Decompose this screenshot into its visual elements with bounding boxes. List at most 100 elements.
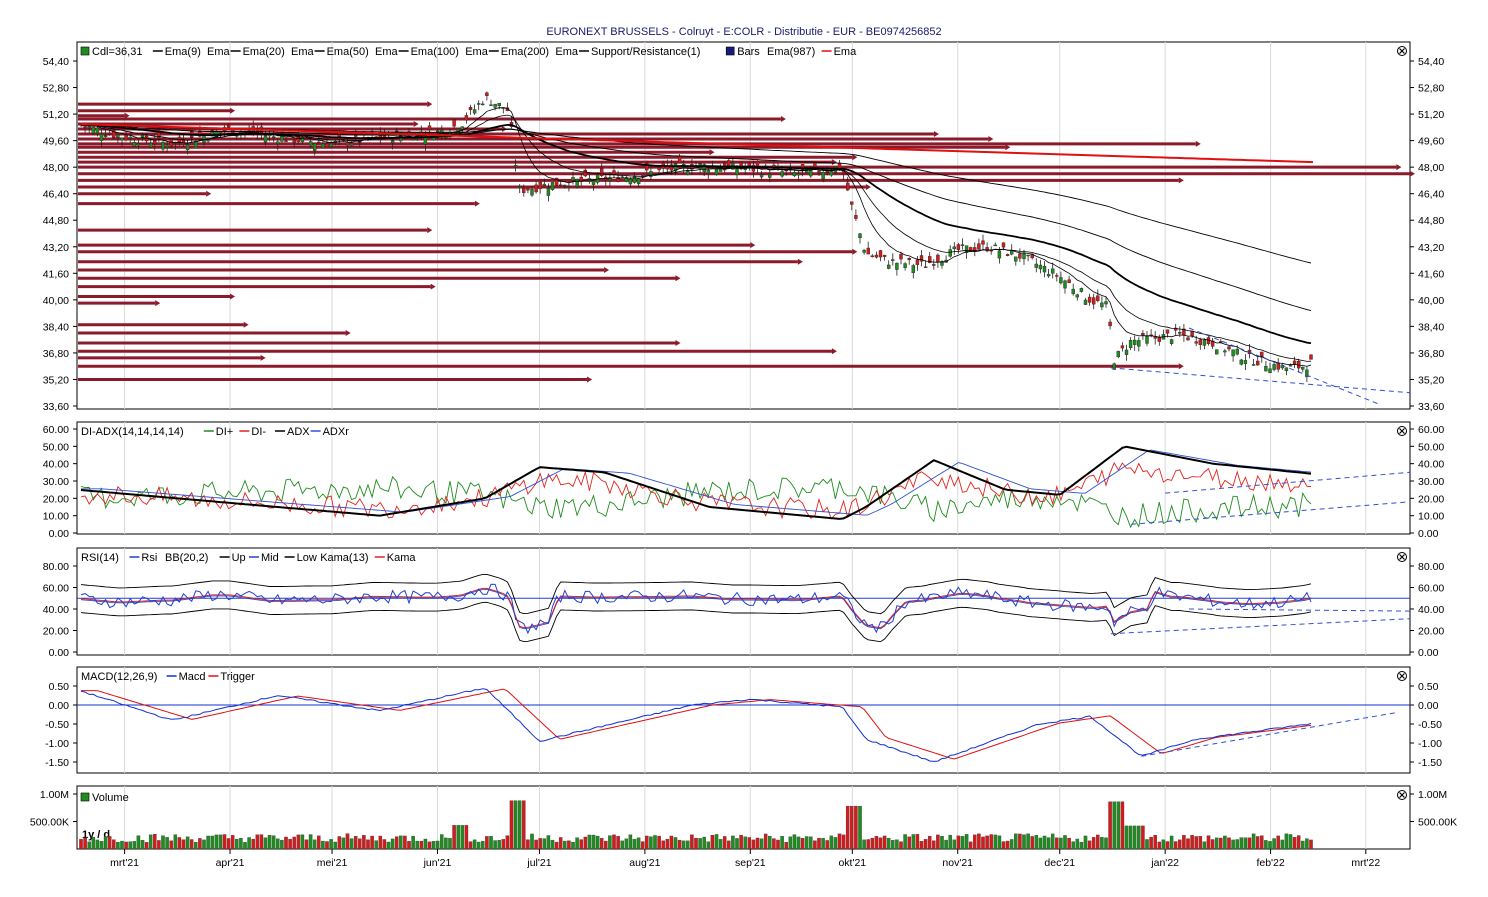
close-panel-button[interactable] [1397, 46, 1407, 56]
candle-body [107, 132, 112, 135]
candle-body [91, 126, 96, 134]
volume-bar [271, 835, 276, 850]
volume-bar [743, 836, 747, 850]
candle-body [1227, 346, 1231, 350]
volume-bar [813, 840, 817, 850]
x-tick-label: aug'21 [629, 857, 660, 869]
volume-bar [1149, 836, 1153, 850]
volume-bar [1104, 837, 1108, 850]
y-tick-label-left: 43,20 [43, 242, 69, 254]
candle-body [940, 261, 944, 266]
y-tick-label-left: 0.00 [49, 647, 70, 659]
volume-bar [1042, 835, 1047, 850]
volume-bar [772, 838, 776, 850]
x-tick-label: jun'21 [423, 857, 452, 869]
rsi-line [80, 583, 1312, 635]
candle-body [928, 256, 932, 263]
volume-bar [780, 836, 784, 850]
volume-bar [517, 800, 522, 850]
sr-arrow-icon [206, 190, 212, 197]
panel-macd: 0.50 0.50 0.00 0.00 -0.50 -0.50 -1.00 -1.00 -1.5… [45, 666, 1442, 774]
y-tick-label-right: 51,20 [1418, 109, 1444, 121]
y-tick-label-right: 41,60 [1418, 268, 1444, 280]
candle-body [977, 243, 981, 250]
volume-bar [759, 838, 764, 850]
candle-body [1190, 331, 1194, 337]
volume-bar [755, 837, 760, 850]
trigger-line [81, 688, 1312, 760]
candle-body [919, 255, 924, 262]
rsi-trendline [1188, 608, 1411, 612]
candle-body [1272, 364, 1276, 370]
candle-body [95, 127, 100, 134]
volume-bar [727, 840, 731, 850]
candle-body [317, 141, 321, 144]
legend-entry: ADXr [323, 426, 350, 438]
sr-arrow-icon [230, 293, 236, 300]
sr-arrow-icon [230, 107, 236, 114]
sr-arrow-icon [345, 330, 351, 337]
volume-bar [1100, 837, 1104, 850]
candle-body [567, 185, 571, 188]
candle-body [649, 171, 653, 177]
candle-body [280, 136, 284, 142]
candle-body [985, 247, 989, 252]
volume-bar [907, 836, 911, 850]
volume-bar [259, 834, 264, 850]
volume-bar [448, 838, 452, 850]
legend-entry: Ema [207, 46, 231, 58]
y-tick-label-left: 51,20 [43, 109, 69, 121]
close-panel-button[interactable] [1397, 426, 1407, 436]
volume-bar [702, 836, 706, 850]
volume-bar [722, 836, 727, 850]
y-tick-label-left: 500.00K [30, 817, 69, 829]
candle-body [932, 264, 936, 266]
volume-bar [1243, 837, 1248, 850]
volume-bar [251, 838, 255, 850]
y-tick-label-right: 49,60 [1418, 136, 1444, 148]
legend-entry: Kama [387, 552, 417, 564]
volume-bar [452, 825, 456, 850]
volume-bar [1198, 836, 1203, 850]
candle-body [493, 103, 497, 108]
volume-bar [1079, 841, 1084, 850]
candle-body [882, 254, 887, 257]
y-tick-label-left: 33,60 [43, 401, 69, 413]
sr-arrow-icon [1178, 363, 1184, 370]
close-panel-button[interactable] [1397, 790, 1407, 800]
sr-arrow-icon [427, 227, 433, 234]
y-tick-label-right: 20.00 [1418, 493, 1444, 505]
close-panel-button[interactable] [1397, 671, 1407, 681]
candle-body [645, 163, 649, 171]
candle-body [116, 134, 120, 138]
candle-body [132, 142, 137, 147]
volume-bar [1210, 839, 1215, 850]
volume-bar [202, 839, 206, 850]
close-panel-button[interactable] [1397, 552, 1407, 562]
volume-bar [686, 840, 690, 850]
volume-bar [399, 835, 403, 850]
candle-body [481, 103, 485, 106]
volume-bar [353, 836, 358, 850]
volume-bar [148, 834, 153, 850]
volume-bar [833, 837, 838, 850]
volume-bar [1096, 834, 1100, 850]
y-tick-label-right: 0.00 [1418, 700, 1439, 712]
volume-bar [112, 839, 116, 850]
candle-body [915, 259, 920, 265]
volume-bar [1108, 801, 1112, 850]
y-tick-label-left: 40,00 [43, 295, 69, 307]
candle-body [522, 188, 526, 193]
di-plus-line [80, 475, 1312, 529]
volume-bar [1223, 835, 1227, 850]
volume-bar [940, 836, 944, 850]
sr-arrow-icon [1396, 164, 1402, 171]
candle-body [1169, 339, 1174, 344]
candle-body [600, 168, 604, 176]
close-icon-cross [1399, 554, 1405, 560]
volume-bar [386, 841, 391, 850]
candle-body [1001, 242, 1006, 248]
candle-body [821, 172, 825, 180]
x-tick-label: jul'21 [526, 857, 551, 869]
x-tick-label: apr'21 [216, 857, 245, 869]
